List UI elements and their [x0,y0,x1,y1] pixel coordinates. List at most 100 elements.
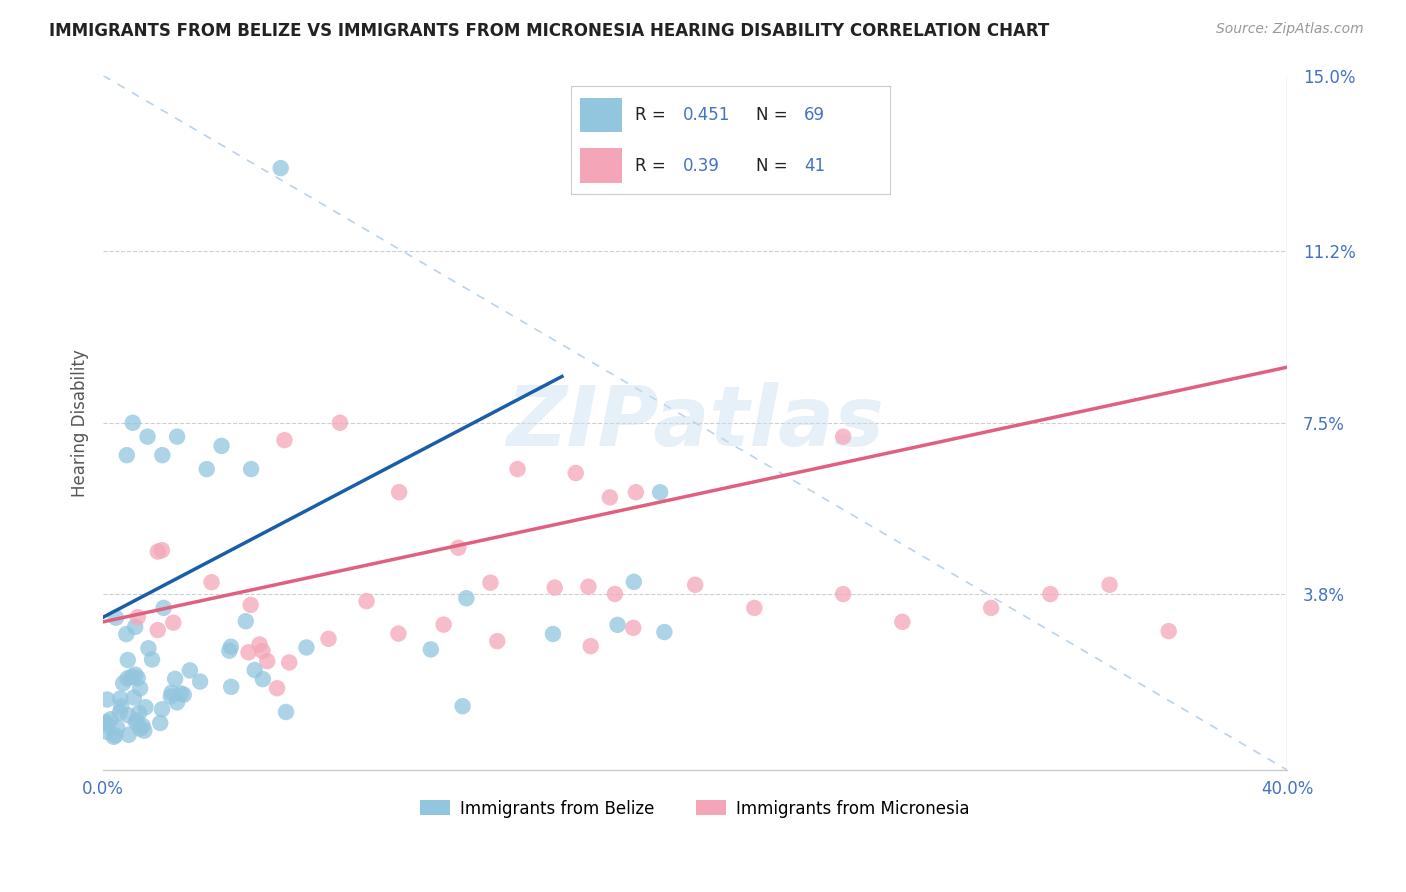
Legend: Immigrants from Belize, Immigrants from Micronesia: Immigrants from Belize, Immigrants from … [413,793,977,824]
Point [129,722,152,736]
Point [419,642,441,657]
Point [115,448,138,462]
Point [623,574,645,589]
Point [104,610,127,624]
Point [121,670,143,684]
Point [252,672,274,686]
Point [683,578,706,592]
Point [127,610,149,624]
Point [744,601,766,615]
Point [138,641,160,656]
Point [146,623,169,637]
Point [141,652,163,666]
Point [165,672,187,686]
Point [274,705,297,719]
Point [128,706,150,720]
Y-axis label: Hearing Disability: Hearing Disability [72,349,89,497]
Point [218,643,240,657]
Point [579,639,602,653]
Point [150,448,173,462]
Point [125,714,148,728]
Point [127,671,149,685]
Point [96,692,118,706]
Point [122,690,145,705]
Point [125,714,148,729]
Point [486,634,509,648]
Point [159,690,181,704]
Point [832,587,855,601]
Point [100,712,122,726]
Text: IMMIGRANTS FROM BELIZE VS IMMIGRANTS FROM MICRONESIA HEARING DISABILITY CORRELAT: IMMIGRANTS FROM BELIZE VS IMMIGRANTS FRO… [49,22,1049,40]
Point [195,462,218,476]
Point [149,716,172,731]
Point [150,702,173,716]
Point [295,640,318,655]
Point [387,626,409,640]
Point [451,699,474,714]
Point [104,728,127,742]
Point [456,591,478,606]
Point [433,617,456,632]
Point [103,730,125,744]
Point [166,430,188,444]
Point [136,430,159,444]
Text: ZIPatlas: ZIPatlas [506,383,884,463]
Point [606,618,628,632]
Point [479,575,502,590]
Point [170,686,193,700]
Point [1039,587,1062,601]
Point [129,681,152,696]
Point [110,691,132,706]
Point [238,645,260,659]
Point [200,575,222,590]
Point [108,706,131,720]
Point [621,621,644,635]
Point [541,627,564,641]
Point [118,728,141,742]
Point [235,614,257,628]
Point [134,723,156,738]
Point [447,541,470,555]
Point [239,598,262,612]
Point [256,654,278,668]
Point [650,485,672,500]
Point [1098,578,1121,592]
Point [150,543,173,558]
Point [152,601,174,615]
Point [240,462,263,476]
Point [146,544,169,558]
Point [278,656,301,670]
Point [134,700,156,714]
Point [243,663,266,677]
Point [565,466,588,480]
Point [124,667,146,681]
Point [270,161,292,175]
Point [121,416,143,430]
Point [318,632,340,646]
Point [273,433,295,447]
Point [162,615,184,630]
Point [252,644,274,658]
Point [166,695,188,709]
Point [117,653,139,667]
Point [329,416,352,430]
Text: Source: ZipAtlas.com: Source: ZipAtlas.com [1216,22,1364,37]
Point [654,625,676,640]
Point [124,620,146,634]
Point [96,718,118,732]
Point [117,672,139,686]
Point [980,601,1002,615]
Point [117,708,139,723]
Point [115,627,138,641]
Point [832,430,855,444]
Point [249,637,271,651]
Point [110,699,132,714]
Point [1157,624,1180,639]
Point [544,581,567,595]
Point [96,724,118,739]
Point [266,681,288,696]
Point [112,676,135,690]
Point [219,680,242,694]
Point [388,485,411,500]
Point [891,615,914,629]
